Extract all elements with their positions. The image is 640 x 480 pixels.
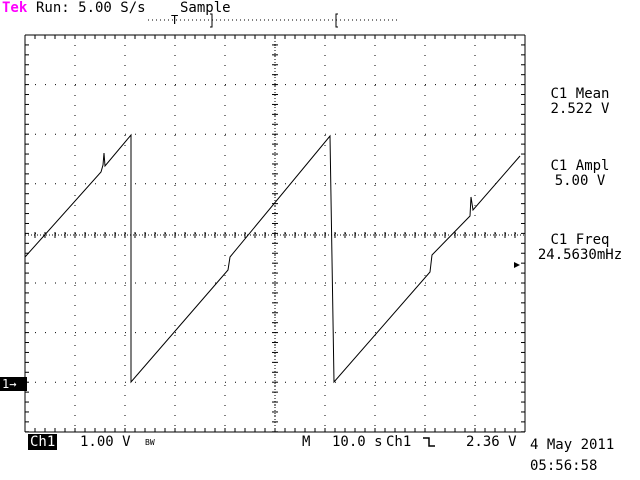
channel1-ground-marker[interactable]: 1→ bbox=[0, 377, 27, 391]
measurement-freq-label: C1 Freq bbox=[550, 232, 610, 248]
channel-label: Ch1 bbox=[28, 434, 58, 450]
channel-indicator[interactable]: Ch1 bbox=[28, 434, 58, 450]
trigger-source: Ch1 bbox=[386, 434, 412, 450]
timebase-label: M bbox=[302, 434, 311, 450]
measurement-ampl-label: C1 Ampl bbox=[550, 158, 610, 174]
trigger-pos-marker: T bbox=[171, 13, 178, 27]
record-bar bbox=[148, 13, 400, 28]
time: 05:56:58 bbox=[530, 458, 598, 474]
measurement-ampl-value: 5.00 V bbox=[554, 173, 606, 189]
measurement-mean-label: C1 Mean bbox=[550, 86, 610, 102]
trigger-level-arrow[interactable] bbox=[514, 262, 520, 268]
time-per-div: 10.0 s bbox=[332, 434, 383, 450]
brand-logo: Tek bbox=[2, 0, 28, 16]
falling-edge-icon bbox=[423, 437, 435, 447]
trigger-level: 2.36 V bbox=[466, 434, 517, 450]
ground-arrow-icon: → bbox=[9, 377, 17, 391]
bandwidth-limit-flag: BW bbox=[145, 438, 155, 447]
volts-per-div: 1.00 V bbox=[80, 434, 131, 450]
graticule bbox=[24, 34, 526, 433]
acquire-mode: Sample bbox=[180, 0, 231, 16]
run-status: Run: 5.00 S/s bbox=[36, 0, 146, 16]
waveform-trace bbox=[24, 133, 521, 384]
date: 4 May 2011 bbox=[530, 437, 615, 453]
channel1-ground-label: 1 bbox=[2, 377, 10, 391]
measurement-mean-value: 2.522 V bbox=[550, 101, 610, 117]
measurement-freq-value: 24.5630mHz bbox=[537, 247, 623, 263]
